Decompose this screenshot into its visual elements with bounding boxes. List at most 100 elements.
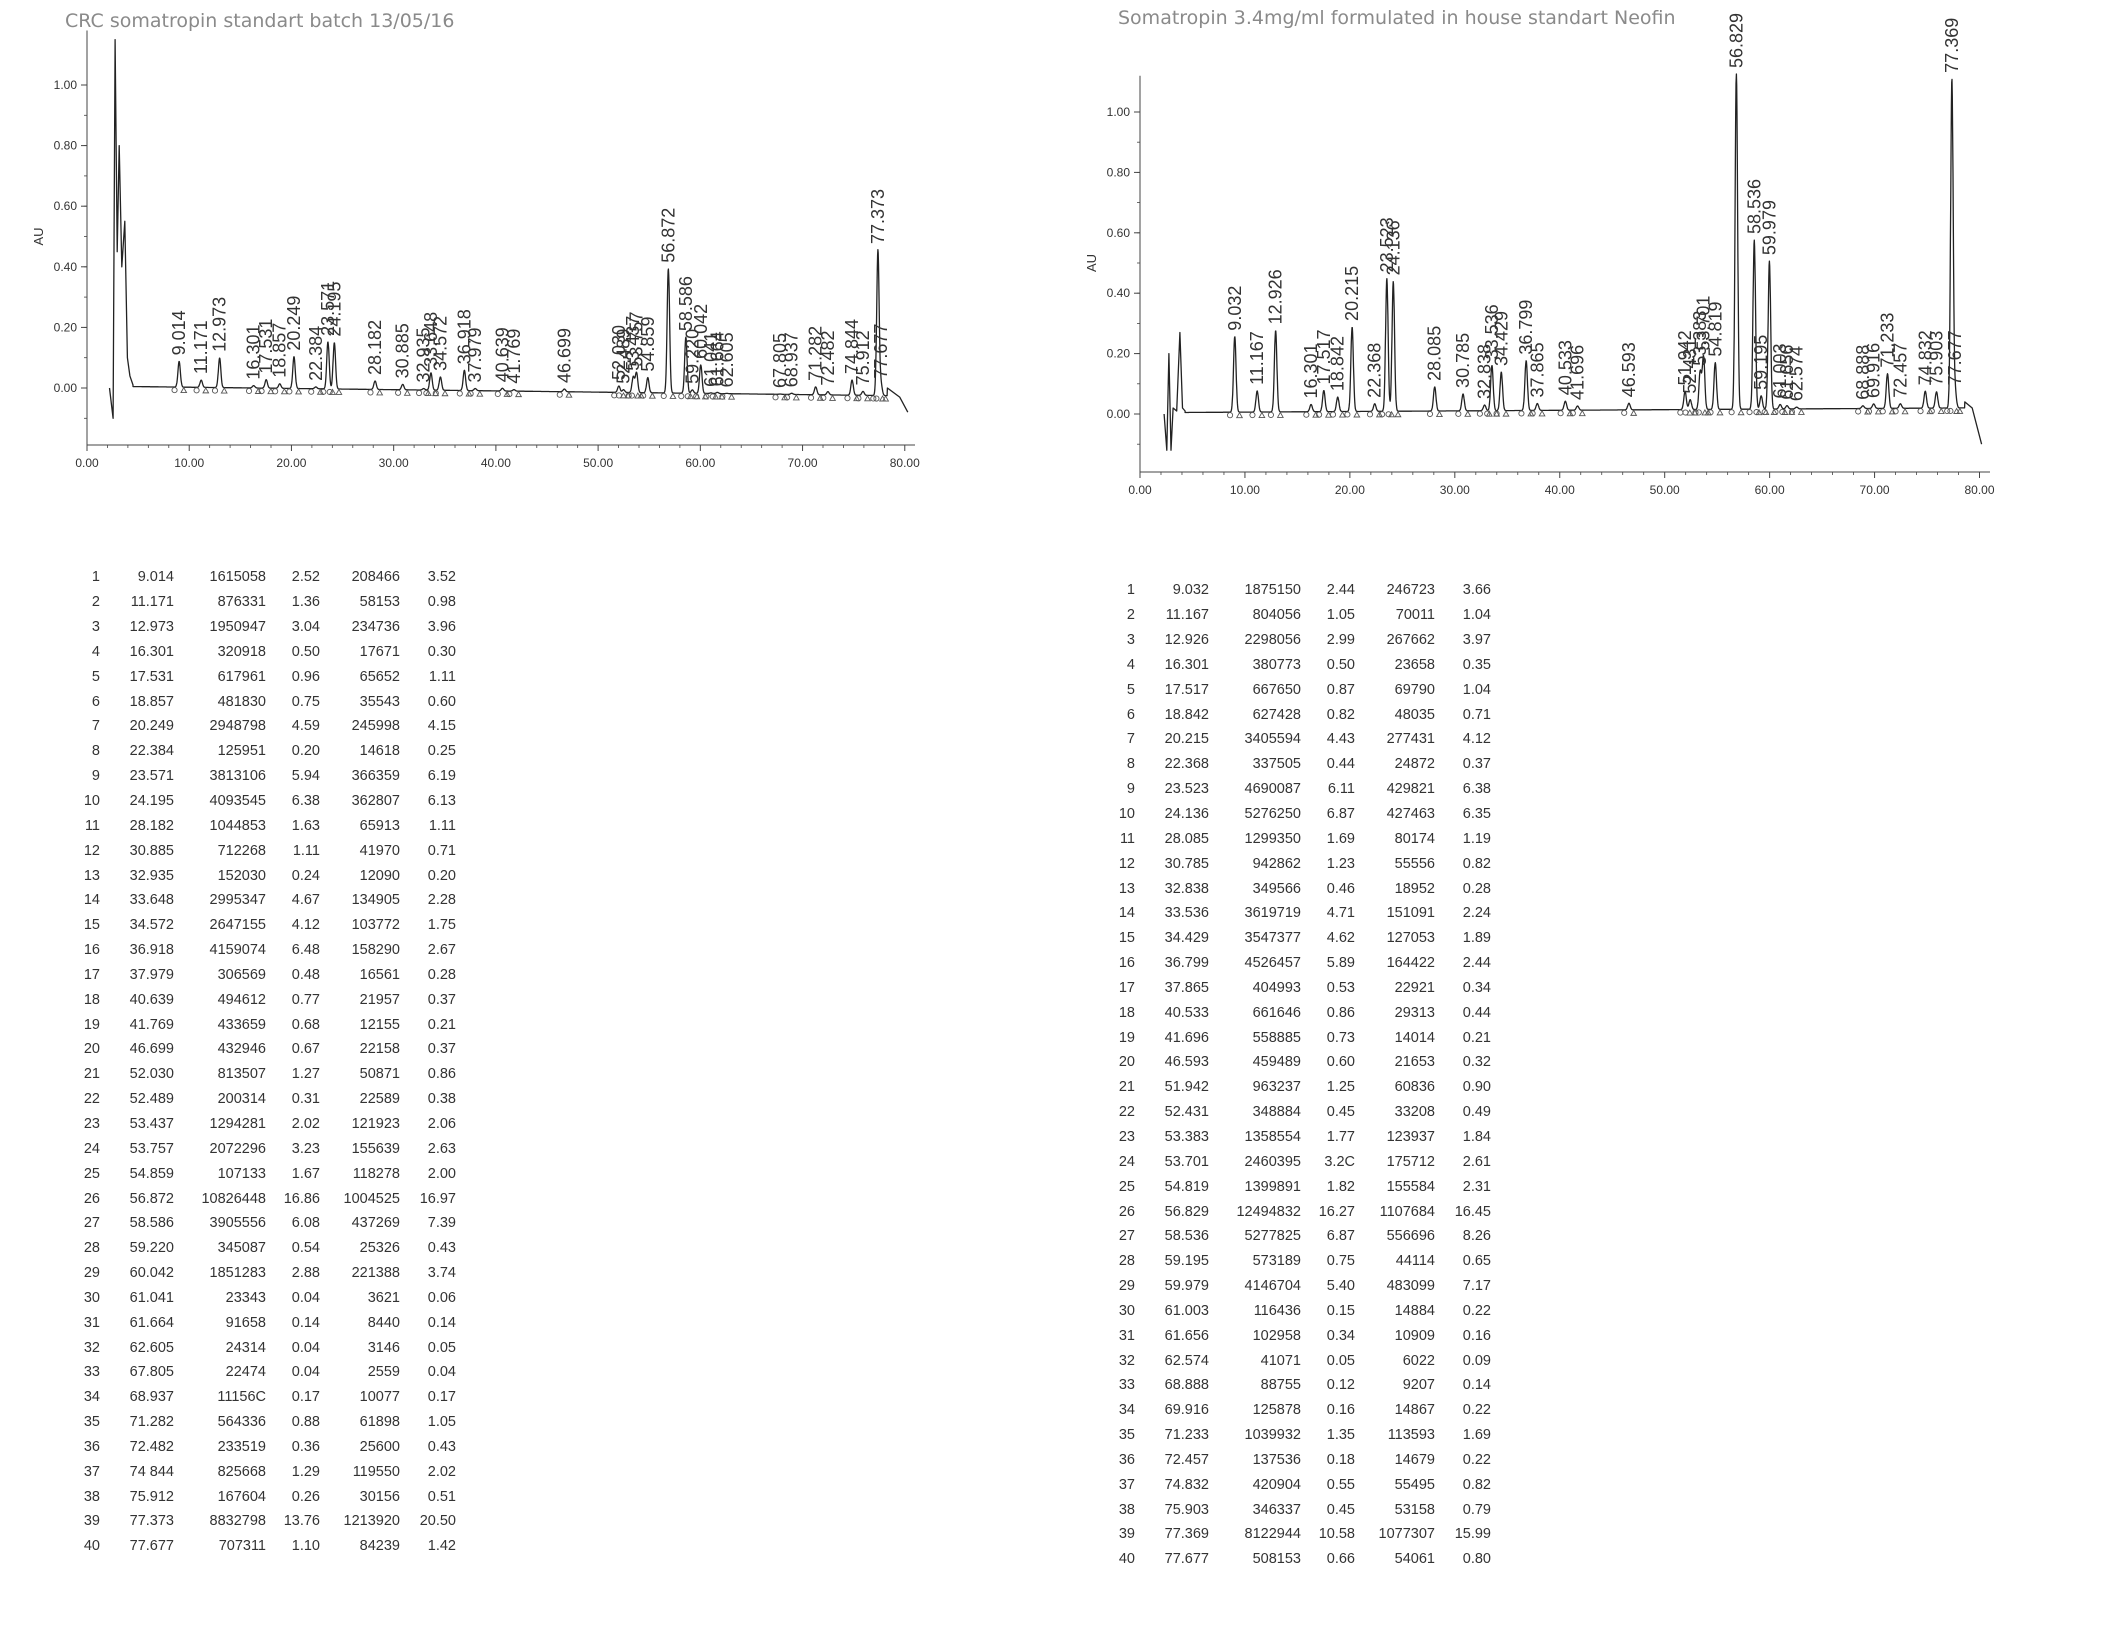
peak-table-cell: 0.45 xyxy=(1326,1501,1355,1518)
peak-start-marker xyxy=(615,392,623,399)
peak-table-cell: 2.88 xyxy=(291,1265,320,1282)
peak-label: 17.531 xyxy=(256,319,276,374)
x-tick-label: 40.00 xyxy=(481,456,511,470)
x-tick-label: 40.00 xyxy=(1545,483,1575,497)
peak-start-marker xyxy=(193,387,200,394)
peak-start-marker xyxy=(1316,411,1323,418)
peak-table-cell: 4159074 xyxy=(209,942,266,959)
peak-table-cell: 6 xyxy=(1126,706,1135,723)
peak-table-cell: 46.699 xyxy=(129,1041,174,1058)
peak-table-cell: 0.22 xyxy=(1462,1302,1491,1319)
peak-label: 34.429 xyxy=(1491,311,1511,366)
peak-table-row: 34 68.937 11156C 0.17 10077 0.17 xyxy=(60,1385,456,1410)
peak-table-cell: 21957 xyxy=(359,991,400,1008)
peak-table-cell: 0.73 xyxy=(1326,1029,1355,1046)
peak-table-cell: 16 xyxy=(1118,955,1135,972)
peak-label: 22.384 xyxy=(306,326,326,381)
peak-table-cell: 46.593 xyxy=(1164,1054,1209,1071)
peak-table-cell: 18.842 xyxy=(1164,706,1209,723)
chromatogram-trace xyxy=(1163,73,1983,451)
peak-table-cell: 24872 xyxy=(1394,756,1435,773)
peak-table-cell: 1.11 xyxy=(428,817,456,834)
peak-table-row: 12 30.885 712268 1.11 41970 0.71 xyxy=(60,838,456,863)
peak-table-cell: 40 xyxy=(1118,1551,1135,1568)
peak-start-marker xyxy=(1249,412,1256,419)
peak-table-cell: 1851283 xyxy=(209,1265,266,1282)
peak-table-cell: 8.26 xyxy=(1462,1228,1491,1245)
peak-label: 58.586 xyxy=(676,276,696,331)
peak-start-marker xyxy=(456,390,463,397)
peak-start-marker xyxy=(1761,409,1768,416)
peak-table-cell: 494612 xyxy=(217,991,266,1008)
peak-label: 23.523 xyxy=(1377,217,1397,272)
peak-table-cell: 32.838 xyxy=(1164,880,1209,897)
peak-table-row: 11 28.085 1299350 1.69 80174 1.19 xyxy=(1095,826,1491,851)
peak-table-row: 37 74.832 420904 0.55 55495 0.82 xyxy=(1095,1472,1491,1497)
peak-table-cell: 0.66 xyxy=(1326,1551,1355,1568)
peak-table-cell: 61898 xyxy=(359,1414,400,1431)
peak-table-cell: 0.31 xyxy=(291,1091,320,1108)
x-tick-label: 30.00 xyxy=(1440,483,1470,497)
peak-table-cell: 7.39 xyxy=(427,1215,456,1232)
peak-start-marker xyxy=(1227,412,1234,419)
peak-table-cell: 4.12 xyxy=(291,917,320,934)
peak-table-row: 10 24.136 5276250 6.87 427463 6.35 xyxy=(1095,802,1491,827)
peak-table-cell: 10826448 xyxy=(201,1190,266,1207)
peak-table-cell: 0.68 xyxy=(291,1016,320,1033)
peak-table-cell: 15.99 xyxy=(1454,1526,1491,1543)
peak-table-cell: 0.09 xyxy=(1462,1352,1491,1369)
peak-end-marker xyxy=(202,386,210,394)
peak-table-row: 7 20.249 2948798 4.59 245998 4.15 xyxy=(60,714,456,739)
peak-table-cell: 24.136 xyxy=(1164,806,1209,823)
peak-table-cell: 158290 xyxy=(351,942,400,959)
peak-table-cell: 41.696 xyxy=(1164,1029,1209,1046)
peak-table-cell: 6.13 xyxy=(427,793,456,810)
peak-table-cell: 1299350 xyxy=(1244,830,1301,847)
peak-table-row: 16 36.918 4159074 6.48 158290 2.67 xyxy=(60,938,456,963)
peak-table-cell: 14867 xyxy=(1394,1402,1435,1419)
peak-table-cell: 40.639 xyxy=(129,991,174,1008)
peak-table-cell: 113593 xyxy=(1387,1427,1435,1444)
peak-table-row: 21 52.030 813507 1.27 50871 0.86 xyxy=(60,1062,456,1087)
peak-table-cell: 6 xyxy=(91,693,100,710)
peak-table-cell: 75.912 xyxy=(129,1488,174,1505)
peak-start-marker xyxy=(308,388,315,395)
x-tick-label: 50.00 xyxy=(583,456,613,470)
peak-label: 30.885 xyxy=(393,323,413,378)
peak-table-cell: 12494832 xyxy=(1236,1203,1301,1220)
peak-start-marker xyxy=(873,395,880,402)
peak-table-cell: 6022 xyxy=(1402,1352,1435,1369)
peak-table-cell: 9 xyxy=(1126,781,1135,798)
peak-table-cell: 6.08 xyxy=(291,1215,320,1232)
peak-table-cell: 2.24 xyxy=(1462,905,1491,922)
peak-start-marker xyxy=(844,395,851,402)
peak-label: 75.903 xyxy=(1927,331,1947,386)
peak-table-cell: 10 xyxy=(83,793,100,810)
peak-label: 9.032 xyxy=(1225,286,1245,331)
peak-table-cell: 13 xyxy=(83,867,100,884)
peak-table-cell: 3.04 xyxy=(291,619,320,636)
peak-table-row: 17 37.865 404993 0.53 22921 0.34 xyxy=(1095,976,1491,1001)
peak-table-cell: 60.042 xyxy=(129,1265,174,1282)
peak-table-row: 1 9.014 1615058 2.52 208466 3.52 xyxy=(60,565,456,590)
peak-end-marker xyxy=(316,388,324,395)
peak-label: 67.805 xyxy=(770,333,790,388)
peak-table-cell: 35543 xyxy=(359,693,400,710)
peak-table-cell: 1.82 xyxy=(1326,1178,1355,1195)
peak-table-cell: 1.27 xyxy=(291,1066,320,1083)
peak-start-marker xyxy=(772,394,779,401)
peak-table-cell: 0.21 xyxy=(427,1016,456,1033)
peak-end-marker xyxy=(727,393,736,400)
peak-table-cell: 9.014 xyxy=(137,569,174,586)
peak-end-marker xyxy=(1538,409,1546,417)
peak-table-cell: 1.05 xyxy=(427,1414,456,1431)
peak-table-cell: 0.87 xyxy=(1326,681,1355,698)
peak-table-cell: 18.857 xyxy=(129,693,174,710)
peak-start-marker xyxy=(660,392,667,400)
peak-start-marker xyxy=(286,388,293,395)
y-tick-label: 0.80 xyxy=(54,139,78,153)
peak-table-cell: 0.53 xyxy=(1326,979,1355,996)
peak-table-row: 9 23.571 3813106 5.94 366359 6.19 xyxy=(60,764,456,789)
peak-table-cell: 0.05 xyxy=(1326,1352,1355,1369)
peak-end-marker xyxy=(565,391,573,398)
